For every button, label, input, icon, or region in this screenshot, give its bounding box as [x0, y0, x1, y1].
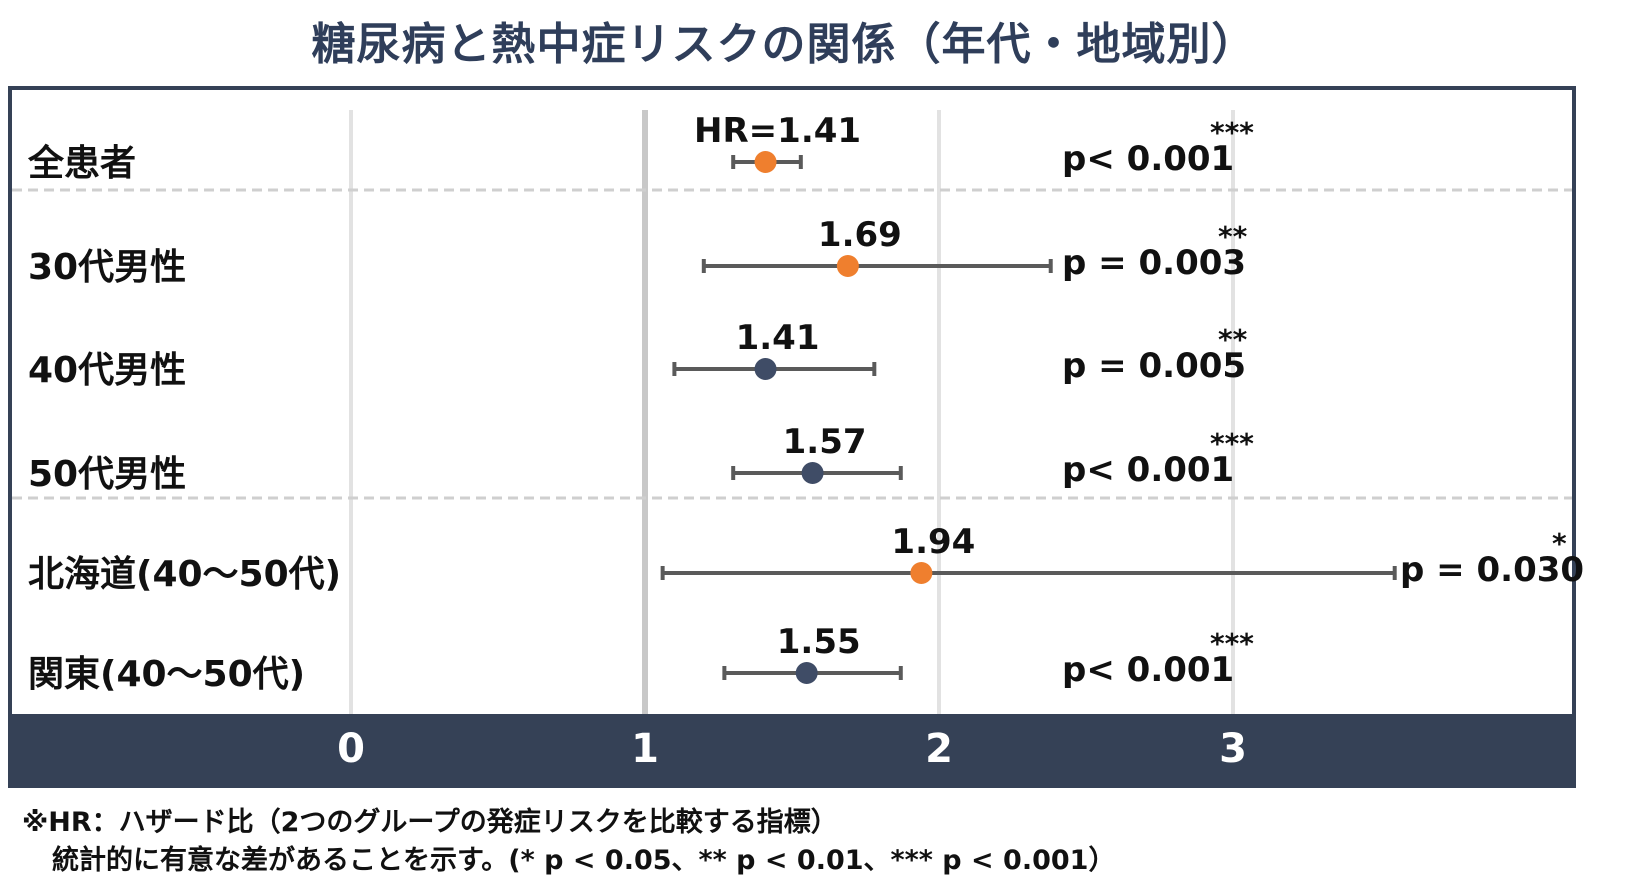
hr-point	[801, 462, 824, 484]
p-value-label: p = 0.030	[1400, 550, 1584, 590]
p-value-label: p = 0.003	[1062, 243, 1246, 283]
p-value-label: p< 0.001	[1062, 450, 1234, 490]
forest-row: 全患者 HR=1.41 p< 0.001***	[27, 111, 1254, 184]
x-tick-label: 1	[631, 726, 659, 772]
x-tick-label: 3	[1219, 726, 1247, 772]
hr-point	[754, 151, 777, 173]
row-label: 30代男性	[28, 247, 186, 288]
hr-value-label: 1.94	[891, 522, 975, 562]
forest-row: 30代男性 1.69 p = 0.003**	[28, 215, 1248, 288]
hr-point	[754, 358, 777, 380]
row-label: 50代男性	[28, 454, 186, 495]
significance-stars: ***	[1210, 427, 1254, 460]
row-label: 北海道(40～50代)	[28, 554, 341, 595]
significance-stars: **	[1218, 220, 1248, 253]
row-label: 40代男性	[28, 350, 186, 391]
forest-row: 40代男性 1.41 p = 0.005**	[28, 318, 1248, 391]
chart-title: 糖尿病と熱中症リスクの関係（年代・地域別）	[311, 19, 1257, 70]
footnote: ※HR：ハザード比（2つのグループの発症リスクを比較する指標） 統計的に有意な差…	[22, 804, 1582, 880]
p-value-label: p = 0.005	[1062, 346, 1246, 386]
significance-stars: **	[1218, 323, 1248, 356]
x-axis-band	[8, 714, 1576, 788]
hr-point	[836, 255, 859, 277]
p-value-label: p< 0.001	[1062, 139, 1234, 179]
row-label: 全患者	[27, 142, 136, 184]
row-label: 関東(40～50代)	[28, 654, 305, 695]
x-axis-ticks: 0 1 2 3	[337, 726, 1247, 772]
hr-point	[795, 662, 818, 684]
grid-lines	[349, 110, 1235, 714]
hr-value-label: 1.57	[783, 422, 867, 462]
x-tick-label: 2	[925, 726, 953, 772]
hr-value-label: 1.55	[777, 622, 861, 662]
footnote-line-2: 統計的に有意な差があることを示す。(* p < 0.05、** p < 0.01…	[52, 845, 1116, 876]
forest-row: 50代男性 1.57 p< 0.001***	[28, 422, 1254, 495]
significance-stars: *	[1552, 527, 1567, 560]
forest-row: 関東(40～50代) 1.55 p< 0.001***	[28, 622, 1254, 695]
forest-row: 北海道(40～50代) 1.94 p = 0.030*	[28, 522, 1584, 595]
significance-stars: ***	[1210, 116, 1254, 149]
x-tick-label: 0	[337, 726, 365, 772]
footnote-line-1: ※HR：ハザード比（2つのグループの発症リスクを比較する指標）	[22, 807, 838, 838]
group-separators	[12, 188, 1572, 500]
hr-value-label: 1.69	[818, 215, 902, 255]
significance-stars: ***	[1210, 627, 1254, 660]
hr-value-label: 1.41	[736, 318, 820, 358]
hr-value-label: HR=1.41	[694, 111, 861, 151]
p-value-label: p< 0.001	[1062, 650, 1234, 690]
hr-point	[910, 562, 933, 584]
